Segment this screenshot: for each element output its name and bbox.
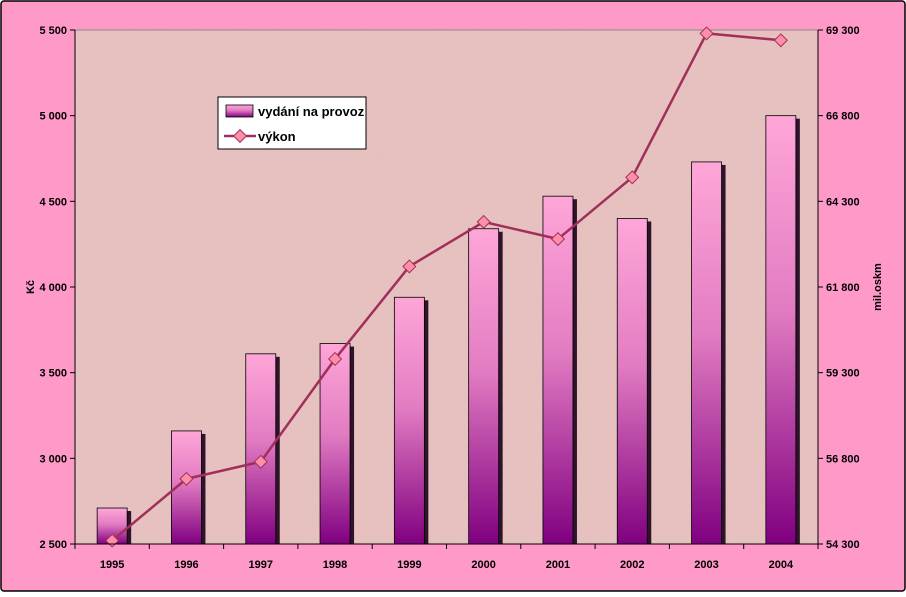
left-tick-label: 3 500 bbox=[39, 368, 67, 380]
right-tick-label: 59 300 bbox=[826, 368, 860, 380]
bars-layer bbox=[96, 115, 800, 545]
x-tick-label: 2002 bbox=[620, 559, 644, 571]
line-marker bbox=[476, 214, 491, 229]
left-tick-label: 5 500 bbox=[39, 25, 67, 37]
legend-label-bar: vydání na provoz bbox=[258, 104, 365, 119]
right-tick-label: 54 300 bbox=[826, 539, 860, 551]
line-marker bbox=[699, 26, 714, 41]
x-tick-label: 1997 bbox=[249, 559, 273, 571]
left-tick-label: 5 000 bbox=[39, 111, 67, 123]
bar bbox=[468, 228, 500, 545]
line-marker bbox=[625, 170, 640, 185]
x-tick-label: 2003 bbox=[694, 559, 718, 571]
legend-label-line: výkon bbox=[258, 129, 296, 144]
left-axis-title: Kč bbox=[25, 280, 37, 294]
line-marker bbox=[253, 454, 268, 469]
legend: vydání na provoz výkon bbox=[217, 96, 367, 150]
line-marker bbox=[550, 231, 566, 247]
line-marker bbox=[773, 33, 788, 48]
axes-layer: 2 500 3 000 3 500 4 000 4 500 5 000 5 500 54 30… bbox=[39, 25, 859, 571]
bar bbox=[616, 218, 648, 545]
right-axis-title: mil.oskm bbox=[872, 263, 884, 311]
x-tick-label: 2000 bbox=[471, 559, 495, 571]
x-tick-label: 2001 bbox=[546, 559, 570, 571]
x-tick-label: 1999 bbox=[397, 559, 421, 571]
series-line bbox=[111, 32, 781, 542]
legend-swatch-marker bbox=[232, 128, 248, 144]
x-tick-label: 1995 bbox=[100, 559, 124, 571]
bar bbox=[765, 115, 797, 545]
right-tick-label: 61 800 bbox=[826, 282, 860, 294]
left-tick-label: 4 500 bbox=[39, 196, 67, 208]
x-tick-label: 2004 bbox=[769, 559, 794, 571]
line-marker bbox=[179, 471, 194, 486]
right-tick-label: 66 800 bbox=[826, 111, 860, 123]
bar bbox=[691, 161, 722, 545]
right-tick-label: 64 300 bbox=[826, 196, 860, 208]
x-tick-label: 1998 bbox=[323, 559, 347, 571]
right-tick-label: 56 800 bbox=[826, 453, 860, 465]
bar bbox=[319, 343, 351, 545]
x-tick-label: 1996 bbox=[174, 559, 198, 571]
bar bbox=[393, 296, 425, 545]
line-layer bbox=[105, 26, 788, 548]
legend-swatch-bar bbox=[225, 104, 254, 118]
right-tick-label: 69 300 bbox=[826, 25, 860, 37]
left-tick-label: 2 500 bbox=[39, 539, 67, 551]
left-tick-label: 4 000 bbox=[39, 282, 67, 294]
bar bbox=[542, 195, 574, 545]
line-marker bbox=[402, 259, 417, 274]
line-marker bbox=[327, 351, 343, 367]
left-tick-label: 3 000 bbox=[39, 453, 67, 465]
